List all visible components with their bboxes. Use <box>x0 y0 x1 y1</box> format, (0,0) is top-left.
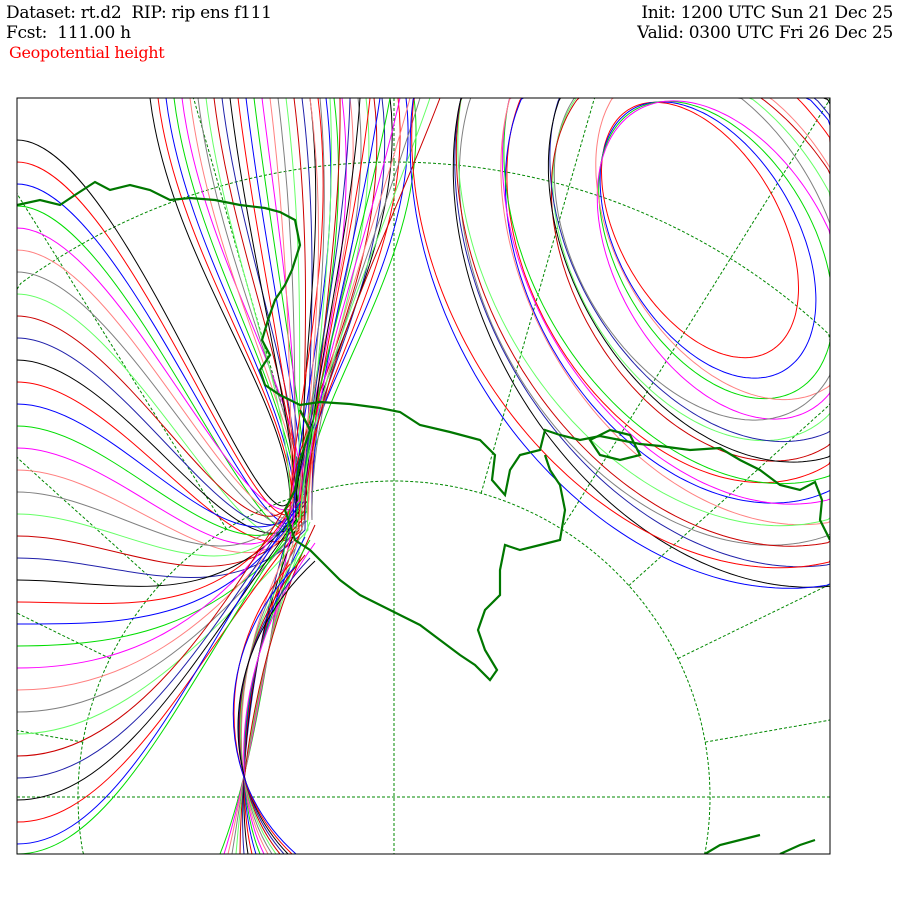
contour-line <box>454 98 830 568</box>
contour-line <box>240 548 296 854</box>
contour-line <box>17 98 401 823</box>
contour-line <box>17 98 339 647</box>
contour-line <box>553 98 830 421</box>
init-time-label: Init: 1200 UTC Sun 21 Dec 25 <box>641 3 893 23</box>
contour-line <box>299 98 431 521</box>
contour-line <box>299 98 320 521</box>
contour-line <box>504 98 830 504</box>
contour-line <box>598 100 830 400</box>
contour-line <box>17 98 370 735</box>
contour-line <box>17 98 324 605</box>
contour-line <box>232 566 297 854</box>
contour-line <box>239 524 316 854</box>
contour-line <box>552 98 830 442</box>
contour-line <box>17 98 309 528</box>
contour-line <box>599 101 817 379</box>
coastline <box>17 180 830 854</box>
contour-line <box>595 98 830 401</box>
contour-line <box>17 98 307 567</box>
contour-line <box>503 98 830 485</box>
contour-line <box>409 98 830 589</box>
graticule <box>17 98 830 854</box>
meridian-line <box>17 729 83 743</box>
contour-line <box>303 98 401 521</box>
contour-line <box>303 98 361 521</box>
map-frame <box>16 97 831 855</box>
contour-line <box>17 98 354 691</box>
contour-line <box>231 518 306 854</box>
contour-line <box>550 98 830 462</box>
contour-line <box>239 551 301 854</box>
contour-line <box>452 98 830 588</box>
contour-line <box>17 98 291 507</box>
contour-line <box>238 557 311 854</box>
contour-line <box>237 560 316 854</box>
contour-line <box>17 98 317 587</box>
contour-line <box>242 527 291 854</box>
contour-line <box>299 98 391 521</box>
contour-line <box>458 98 830 546</box>
contour-line <box>601 101 799 359</box>
contour-line <box>307 98 411 521</box>
contour-line <box>240 545 291 854</box>
contour-line <box>411 98 830 569</box>
contour-line <box>307 98 371 521</box>
dataset-label: Dataset: rt.d2 RIP: rip ens f111 <box>6 3 272 23</box>
contour-line <box>596 100 830 420</box>
meridian-line <box>677 582 830 659</box>
contour-line <box>17 98 347 669</box>
meridian-line <box>17 192 227 530</box>
contour-line <box>17 98 393 801</box>
contour-line <box>500 98 830 526</box>
contour-line <box>17 98 294 554</box>
contour-line <box>311 98 341 521</box>
latitude-circle <box>17 161 830 342</box>
contour-line <box>17 98 313 579</box>
contour-line <box>233 563 293 854</box>
contour-line <box>17 98 386 779</box>
contour-line <box>457 98 830 527</box>
contour-line <box>311 98 381 521</box>
contour-line <box>299 98 351 521</box>
meridian-line <box>17 456 160 586</box>
meridian-line <box>628 403 830 586</box>
height-contours <box>17 98 830 854</box>
contour-line <box>219 509 291 854</box>
contour-line <box>455 98 830 547</box>
contour-line <box>549 98 830 443</box>
contour-line <box>17 98 296 545</box>
contour-line <box>17 98 303 543</box>
contour-line <box>243 536 306 854</box>
contour-line <box>506 98 830 484</box>
contour-line <box>17 98 301 557</box>
contour-line <box>243 542 316 854</box>
contour-line <box>303 98 441 521</box>
forecast-hour-label: Fcst: 111.00 h <box>6 23 131 43</box>
contour-line <box>311 98 421 521</box>
meridian-line <box>17 612 111 659</box>
contour-line <box>239 554 306 854</box>
valid-time-label: Valid: 0300 UTC Fri 26 Dec 25 <box>637 23 893 43</box>
contour-line <box>501 98 830 505</box>
contour-line <box>243 539 311 854</box>
field-title: Geopotential height <box>9 43 165 62</box>
meridian-line <box>705 719 830 743</box>
contour-line <box>223 512 296 854</box>
contour-line <box>17 98 294 515</box>
